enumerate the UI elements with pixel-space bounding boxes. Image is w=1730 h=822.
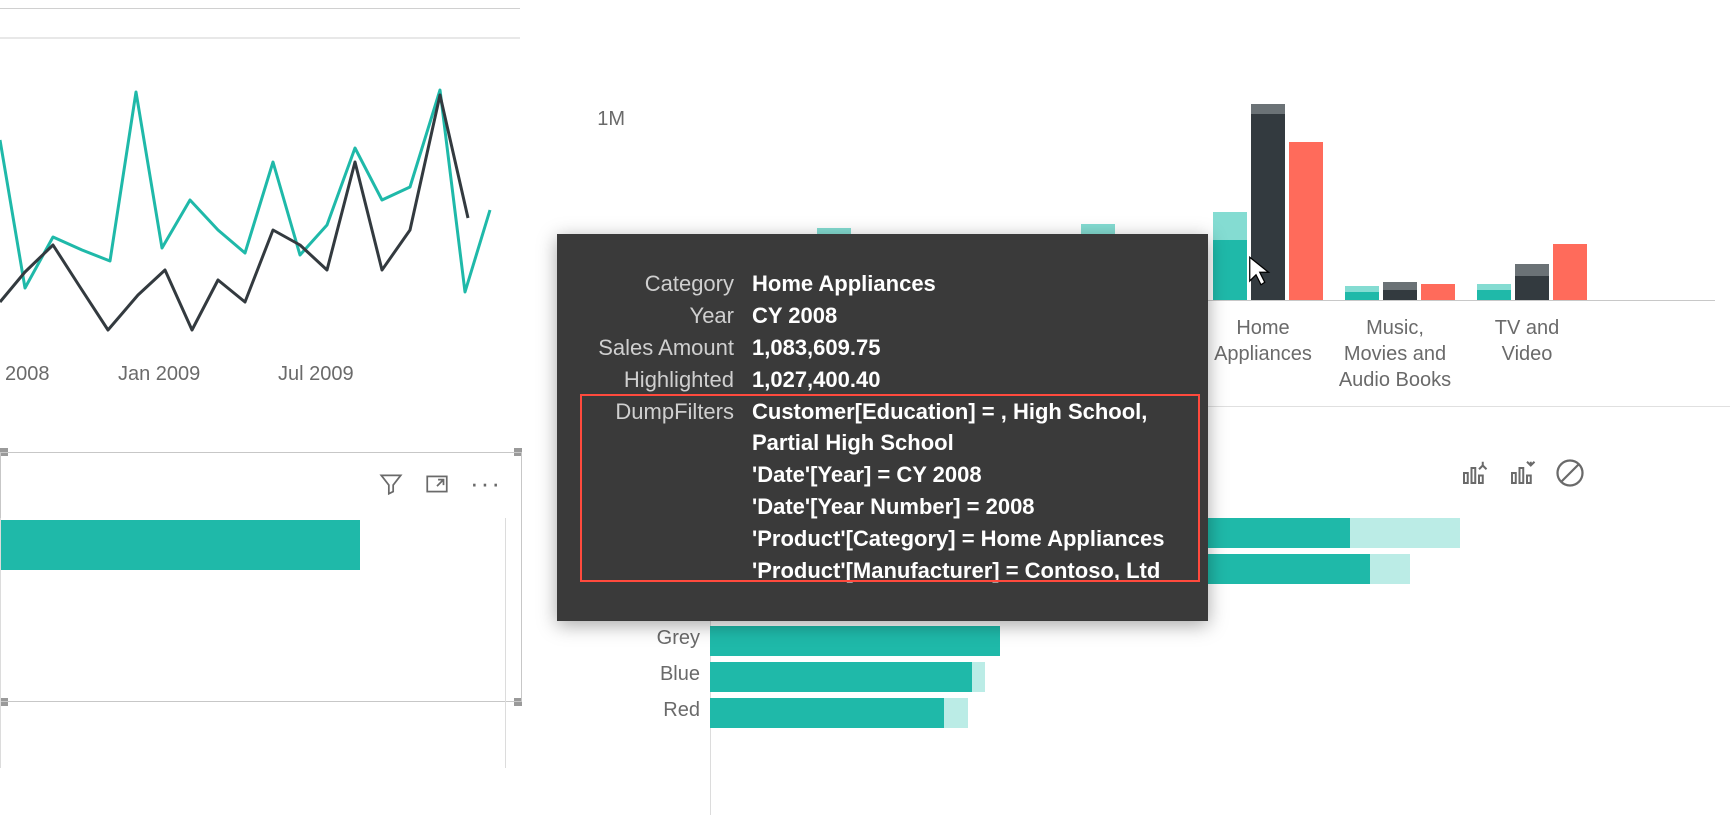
visual-header-toolbar: ··· — [378, 468, 502, 499]
line-series-teal — [0, 90, 490, 292]
tooltip-key: Highlighted — [587, 364, 752, 396]
hbar-row[interactable]: Red — [580, 695, 1715, 731]
hbar — [0, 520, 360, 570]
tooltip-key: Category — [587, 268, 752, 300]
line-chart[interactable]: 2008 Jan 2009 Jul 2009 — [0, 0, 520, 420]
bar[interactable] — [1477, 290, 1511, 300]
bar-segment[interactable] — [1383, 282, 1417, 290]
line-series-dark — [0, 95, 468, 330]
tooltip-dumpfilters: Customer[Education] = , High School, Par… — [752, 396, 1174, 587]
y-tick: 1M — [575, 108, 625, 131]
x-tick: 2008 — [5, 363, 50, 386]
clear-icon[interactable] — [1555, 458, 1585, 488]
hbar-row[interactable]: Blue — [580, 659, 1715, 695]
tooltip-value: CY 2008 — [752, 300, 1174, 332]
tooltip-value: Home Appliances — [752, 268, 1174, 300]
tooltip-value: 1,083,609.75 — [752, 332, 1174, 364]
tooltip-key: Sales Amount — [587, 332, 752, 364]
drill-up-icon[interactable] — [1459, 458, 1489, 488]
x-tick: Jul 2009 — [278, 363, 354, 386]
more-options-icon[interactable]: ··· — [470, 468, 502, 499]
bar[interactable] — [1345, 292, 1379, 300]
bar[interactable] — [1383, 290, 1417, 300]
bar[interactable] — [1251, 114, 1285, 300]
vgrid — [505, 518, 506, 768]
bar[interactable] — [1421, 284, 1455, 300]
bar[interactable] — [1289, 142, 1323, 300]
small-horizontal-bar-chart[interactable] — [0, 518, 520, 768]
focus-mode-icon[interactable] — [424, 471, 450, 497]
x-tick: Jan 2009 — [118, 363, 200, 386]
filter-icon[interactable] — [378, 471, 404, 497]
bar[interactable] — [1553, 244, 1587, 300]
bar-segment[interactable] — [1213, 212, 1247, 240]
hbar-label: Red — [580, 699, 700, 722]
bar[interactable] — [1213, 240, 1247, 300]
category-label: TV andVideo — [1447, 315, 1607, 367]
tooltip-value: 1,027,400.40 — [752, 364, 1174, 396]
hbar — [710, 662, 972, 692]
hbar — [710, 626, 1000, 656]
hbar-label: Blue — [580, 663, 700, 686]
hbar-label: Grey — [580, 627, 700, 650]
tooltip-key: DumpFilters — [587, 396, 752, 587]
tooltip-key: Year — [587, 300, 752, 332]
bar[interactable] — [1515, 276, 1549, 300]
drill-down-icon[interactable] — [1507, 458, 1537, 488]
chart-action-toolbar — [1459, 458, 1585, 488]
hbar — [710, 698, 944, 728]
hbar-row[interactable]: Grey — [580, 623, 1715, 659]
datapoint-tooltip: CategoryHome AppliancesYearCY 2008Sales … — [557, 234, 1208, 621]
bar-segment[interactable] — [1515, 264, 1549, 276]
vgrid — [0, 518, 1, 768]
bar-segment[interactable] — [1251, 104, 1285, 114]
